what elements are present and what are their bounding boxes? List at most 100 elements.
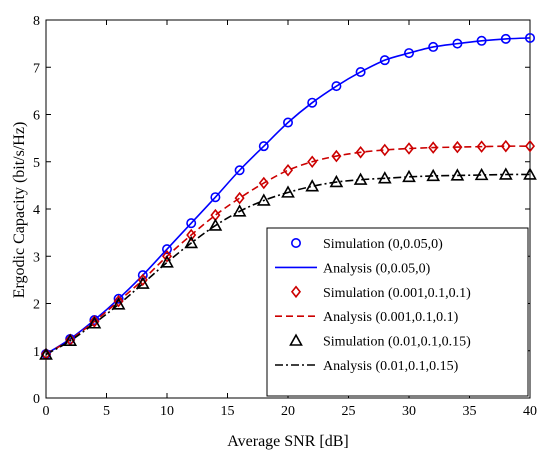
series-markers-4 bbox=[39, 167, 537, 360]
legend-marker-swatch bbox=[290, 285, 302, 299]
y-tick-label: 2 bbox=[33, 298, 40, 313]
data-point bbox=[500, 139, 511, 153]
y-tick-label: 7 bbox=[33, 61, 40, 76]
data-point bbox=[377, 171, 392, 184]
data-point bbox=[258, 141, 269, 152]
data-point bbox=[282, 117, 293, 128]
legend-item: Simulation (0,0.05,0) bbox=[290, 237, 443, 252]
data-point bbox=[307, 155, 318, 169]
x-tick-label: 25 bbox=[342, 404, 356, 419]
data-point bbox=[452, 140, 463, 154]
y-tick-label: 6 bbox=[33, 109, 40, 124]
data-point bbox=[403, 142, 415, 155]
data-point bbox=[39, 347, 53, 360]
legend: Simulation (0,0.05,0) Analysis (0,0.05,0)… bbox=[266, 227, 529, 397]
legend-box bbox=[266, 227, 529, 397]
data-point bbox=[162, 244, 173, 255]
data-point bbox=[476, 140, 487, 153]
series-line-3 bbox=[45, 145, 531, 355]
data-point bbox=[379, 143, 390, 157]
data-point bbox=[258, 176, 269, 190]
legend-label: Analysis (0,0.05,0) bbox=[323, 261, 431, 276]
data-point bbox=[111, 297, 126, 310]
data-point bbox=[256, 193, 271, 206]
y-axis-label: Ergodic Capacity (bit/s/Hz) bbox=[11, 122, 28, 299]
data-point bbox=[160, 255, 174, 268]
data-point bbox=[450, 168, 465, 181]
data-point bbox=[89, 315, 100, 328]
data-point bbox=[281, 185, 295, 198]
data-point bbox=[184, 235, 199, 249]
data-point bbox=[523, 167, 537, 180]
series-markers-2 bbox=[40, 139, 536, 361]
data-point bbox=[208, 218, 223, 231]
data-point bbox=[524, 32, 535, 43]
data-point bbox=[113, 294, 124, 308]
data-point bbox=[234, 191, 245, 205]
data-point bbox=[524, 139, 536, 153]
data-point bbox=[331, 81, 342, 92]
data-point bbox=[234, 165, 245, 176]
y-tick-label: 8 bbox=[33, 14, 40, 29]
legend-label: Simulation (0.01,0.1,0.15) bbox=[323, 335, 471, 350]
data-point bbox=[476, 35, 487, 46]
legend-label: Analysis (0.01,0.1,0.15) bbox=[323, 359, 459, 374]
data-point bbox=[305, 179, 320, 192]
legend-item: Analysis (0.01,0.1,0.15) bbox=[275, 359, 459, 374]
data-point bbox=[355, 66, 366, 77]
data-point bbox=[329, 174, 344, 188]
x-tick-label: 40 bbox=[523, 404, 537, 419]
data-point bbox=[87, 316, 102, 329]
data-point bbox=[452, 38, 463, 49]
data-point bbox=[331, 149, 342, 163]
data-point bbox=[498, 167, 513, 180]
data-point bbox=[428, 41, 439, 52]
data-point bbox=[355, 146, 366, 159]
legend-label: Simulation (0,0.05,0) bbox=[323, 237, 443, 252]
data-point bbox=[186, 228, 197, 242]
legend-item: Analysis (0.001,0.1,0.1) bbox=[275, 310, 459, 325]
data-point bbox=[282, 163, 294, 177]
data-point bbox=[353, 172, 368, 185]
data-point bbox=[135, 276, 150, 289]
y-tick-label: 0 bbox=[33, 392, 40, 407]
x-tick-label: 5 bbox=[103, 404, 110, 419]
data-point bbox=[113, 293, 124, 304]
legend-label: Simulation (0.001,0.1,0.1) bbox=[323, 286, 471, 301]
data-point bbox=[161, 249, 173, 263]
data-point bbox=[210, 192, 221, 203]
y-tick-label: 3 bbox=[33, 250, 40, 265]
data-point bbox=[426, 168, 441, 182]
series-line-1 bbox=[45, 37, 531, 355]
data-point bbox=[500, 33, 511, 44]
legend-item: Analysis (0,0.05,0) bbox=[275, 261, 431, 276]
data-point bbox=[186, 218, 197, 229]
x-tick-label: 0 bbox=[43, 404, 50, 419]
x-tick-label: 35 bbox=[463, 404, 477, 419]
x-tick-label: 20 bbox=[281, 404, 295, 419]
legend-marker-swatch bbox=[290, 238, 301, 249]
legend-marker-swatch bbox=[289, 333, 303, 346]
x-tick-label: 30 bbox=[402, 404, 416, 419]
series-layer bbox=[39, 32, 537, 361]
legend-item: Simulation (0.001,0.1,0.1) bbox=[290, 285, 471, 301]
data-point bbox=[403, 48, 414, 59]
legend-item: Simulation (0.01,0.1,0.15) bbox=[289, 333, 471, 350]
data-point bbox=[307, 97, 318, 108]
y-tick-label: 4 bbox=[33, 203, 40, 218]
x-tick-label: 15 bbox=[221, 404, 235, 419]
legend-label: Analysis (0.001,0.1,0.1) bbox=[323, 310, 459, 325]
data-point bbox=[137, 273, 148, 287]
data-point bbox=[474, 167, 489, 181]
x-axis-label: Average SNR [dB] bbox=[227, 433, 348, 450]
x-axis-ticks: 0 5 10 15 20 25 30 35 40 bbox=[43, 20, 537, 419]
series-line-5 bbox=[45, 173, 531, 356]
data-point bbox=[232, 204, 247, 217]
y-tick-label: 5 bbox=[33, 156, 40, 171]
y-tick-label: 1 bbox=[33, 345, 40, 360]
data-point bbox=[428, 141, 439, 154]
data-point bbox=[379, 55, 390, 66]
x-tick-label: 10 bbox=[160, 404, 174, 419]
